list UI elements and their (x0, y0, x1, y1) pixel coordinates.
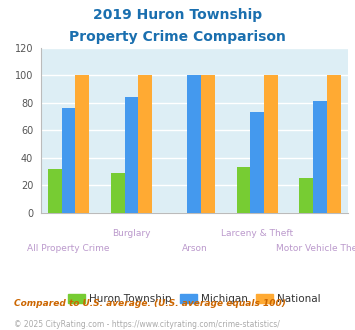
Text: Arson: Arson (181, 244, 207, 252)
Text: © 2025 CityRating.com - https://www.cityrating.com/crime-statistics/: © 2025 CityRating.com - https://www.city… (14, 320, 280, 329)
Text: 2019 Huron Township: 2019 Huron Township (93, 8, 262, 22)
Bar (111, 173, 125, 213)
Bar (75, 75, 89, 213)
Bar (48, 169, 61, 213)
Legend: Huron Township, Michigan, National: Huron Township, Michigan, National (68, 294, 321, 304)
Bar (327, 75, 341, 213)
Bar (264, 75, 278, 213)
Text: Compared to U.S. average. (U.S. average equals 100): Compared to U.S. average. (U.S. average … (14, 299, 286, 308)
Bar (236, 168, 250, 213)
Bar (187, 75, 201, 213)
Text: Motor Vehicle Theft: Motor Vehicle Theft (276, 244, 355, 252)
Text: Property Crime Comparison: Property Crime Comparison (69, 30, 286, 44)
Text: Burglary: Burglary (112, 229, 151, 238)
Bar (300, 179, 313, 213)
Bar (201, 75, 215, 213)
Text: Larceny & Theft: Larceny & Theft (221, 229, 293, 238)
Bar (250, 113, 264, 213)
Bar (138, 75, 152, 213)
Bar (125, 97, 138, 213)
Text: All Property Crime: All Property Crime (27, 244, 110, 252)
Bar (313, 102, 327, 213)
Bar (61, 108, 75, 213)
